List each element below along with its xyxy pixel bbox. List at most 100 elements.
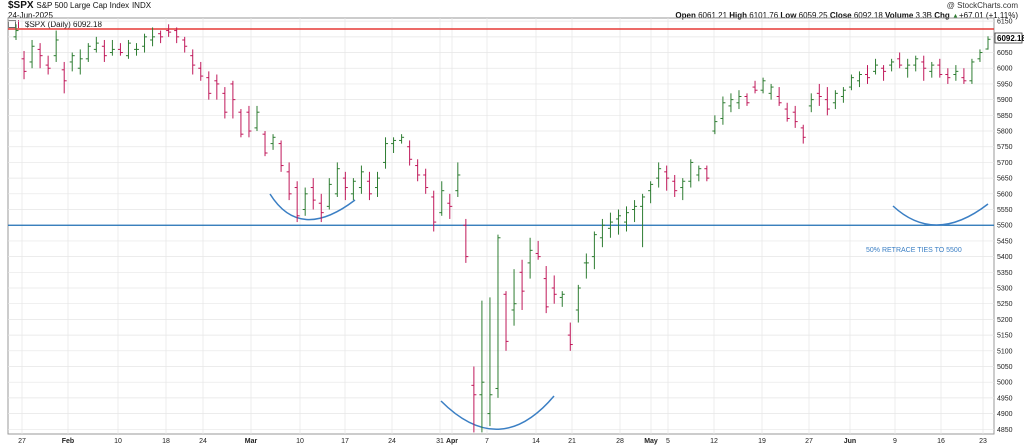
ohlc-bar: [624, 206, 630, 232]
ohlc-bar: [953, 65, 959, 81]
ohlc-bar: [391, 137, 397, 154]
ohlc-bar: [133, 43, 139, 56]
copyright: @ StockCharts.com: [946, 1, 1018, 10]
ohlc-bar: [69, 52, 75, 72]
ohlc-bar: [551, 275, 557, 304]
ohlc-bar: [29, 39, 35, 69]
ohlc-bar: [342, 171, 348, 201]
volume-value: 3.3B: [915, 11, 933, 20]
y-tick-label: 5150: [997, 333, 1013, 340]
ohlc-readout: Open 6061.21 High 6101.76 Low 6059.25 Cl…: [675, 11, 1018, 22]
ohlc-bar: [383, 137, 389, 169]
ohlc-bar: [897, 52, 903, 69]
y-tick-label: 5200: [997, 317, 1013, 324]
ohlc-bar: [977, 49, 983, 62]
ohlc-bar: [415, 159, 421, 182]
x-tick-label: 10: [296, 438, 304, 445]
ohlc-bar: [471, 366, 477, 433]
ohlc-bar: [744, 93, 750, 106]
ohlc-bar: [945, 68, 951, 84]
ohlc-bar: [607, 212, 613, 238]
ohlc-bar: [21, 50, 27, 80]
bottom-arc: [440, 395, 555, 431]
y-axis: 4850 4900 4950 5000 5050 5100 5150 5200 5250 5300…: [997, 19, 1013, 434]
low-value: 6059.25: [798, 11, 828, 20]
y-tick-label: 5400: [997, 254, 1013, 261]
ohlc-bar: [599, 218, 605, 248]
x-tick-label: 23: [979, 438, 987, 445]
ohlc-bar: [816, 83, 822, 106]
ohlc-bar: [567, 322, 573, 351]
exchange-label: INDX: [131, 1, 152, 10]
ohlc-bar: [318, 193, 324, 223]
x-tick-label: Jun: [844, 438, 856, 445]
ohlc-bar: [776, 87, 782, 106]
ohlc-bar: [238, 109, 244, 138]
ohlc-bar: [881, 65, 887, 81]
ohlc-bar: [720, 96, 726, 125]
volume-label: Volume: [885, 11, 914, 20]
ohlc-bar: [358, 165, 364, 194]
x-tick-label: 24: [388, 438, 396, 445]
ohlc-bar: [142, 33, 148, 53]
y-tick-label: 5450: [997, 238, 1013, 245]
ohlc-bar: [591, 231, 597, 270]
y-tick-label: 5250: [997, 301, 1013, 308]
ohlc-bar: [53, 30, 59, 62]
ohlc-bar: [784, 102, 790, 122]
left-shoulder-arc: [269, 193, 356, 221]
x-tick-label: 27: [18, 438, 26, 445]
y-tick-label: 6050: [997, 50, 1013, 57]
ohlc-bar: [664, 165, 670, 191]
ohlc-bar: [431, 190, 437, 232]
ohlc-bar: [800, 124, 806, 144]
ohlc-bar: [873, 58, 879, 75]
ohlc-bar: [840, 87, 846, 103]
ohlc-bar: [768, 83, 774, 100]
ohlc-bar: [856, 71, 862, 88]
ohlc-bar: [423, 168, 429, 194]
chg-value: +67.01 (+1.11%): [958, 11, 1018, 20]
pattern-arcs: [269, 193, 989, 431]
ohlc-bar: [688, 159, 694, 188]
x-tick-label: 16: [937, 438, 945, 445]
last-price-label: 6092.18: [994, 32, 1024, 44]
x-axis: 27 Feb 10 18 24 Mar 10 17 24 31 Apr 7 14 21 28 May 5 12 19…: [18, 438, 987, 445]
ohlc-bar: [615, 209, 621, 235]
ohlc-bar: [190, 49, 196, 75]
ohlc-bar: [37, 43, 43, 69]
plot-frame: [7, 17, 995, 435]
x-tick-label: Apr: [446, 438, 458, 445]
ohlc-bar: [808, 93, 814, 113]
ohlc-bar: [254, 105, 260, 132]
ohlc-bar: [13, 24, 19, 40]
ohlc-bar: [206, 71, 212, 100]
x-tick-label: 18: [162, 438, 170, 445]
y-tick-label: 5850: [997, 113, 1013, 120]
ohlc-bar: [182, 36, 188, 53]
ohlc-bar: [961, 68, 967, 84]
ohlc-bar: [704, 165, 710, 182]
x-tick-label: 5: [666, 438, 670, 445]
ohlc-bar: [865, 65, 871, 84]
ohlc-bar: [680, 178, 686, 201]
ohlc-bar: [905, 58, 911, 78]
ohlc-bar: [350, 178, 356, 201]
ohlc-bar: [632, 200, 638, 223]
grid: [8, 18, 994, 434]
y-tick-label: 6000: [997, 66, 1013, 73]
open-label: Open: [675, 11, 696, 20]
ohlc-bar: [511, 269, 517, 326]
ohlc-bar: [222, 87, 228, 119]
ohlc-bar: [174, 27, 180, 44]
ohlc-bar: [752, 80, 758, 94]
ohlc-bar: [696, 165, 702, 182]
ohlc-bar: [45, 55, 51, 75]
y-tick-label: 6150: [997, 19, 1013, 26]
ohlc-bar: [527, 237, 533, 279]
ohlc-bar: [985, 36, 991, 50]
ohlc-bar: [712, 115, 718, 135]
ohlc-bar: [455, 162, 461, 197]
ohlc-bar: [583, 253, 589, 279]
